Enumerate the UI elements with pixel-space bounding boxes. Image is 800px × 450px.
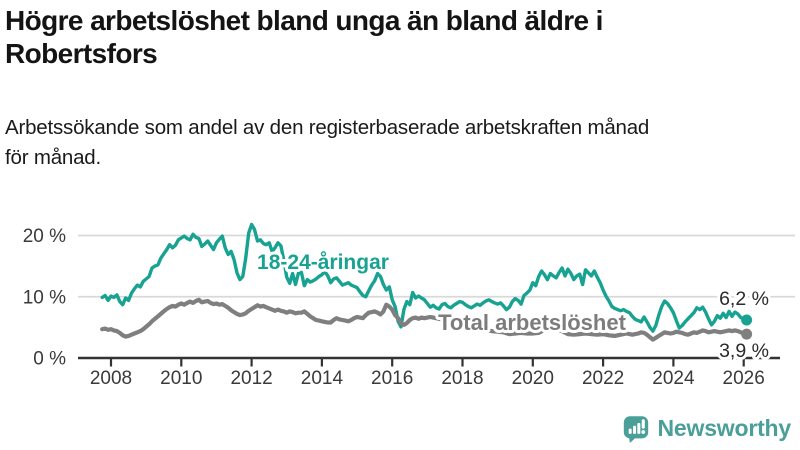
x-tick-label: 2024	[652, 368, 695, 389]
page-subtitle: Arbetssökande som andel av den registerb…	[5, 113, 785, 173]
x-tick-label: 2008	[90, 368, 132, 389]
gridlines	[78, 234, 795, 298]
y-tick-label: 10 %	[23, 287, 66, 308]
x-tick-label: 2012	[230, 368, 272, 389]
y-tick-labels: 0 % 10 % 20 %	[23, 226, 66, 370]
series-line-total	[100, 297, 749, 342]
x-tick-label: 2018	[441, 368, 483, 389]
x-tick-labels: 2008 2010 2012 2014 2016 2018 2020 2022 2024 2026	[90, 368, 765, 389]
newsworthy-logo: Newsworthy	[621, 413, 791, 443]
page-title: Högre arbetslöshet bland unga än bland ä…	[5, 4, 785, 70]
x-tick-label: 2026	[723, 368, 765, 389]
series-label: Total arbetslöshet	[438, 310, 627, 335]
subtitle-line-1: Arbetssökande som andel av den registerb…	[5, 116, 650, 139]
title-line-1: Högre arbetslöshet bland unga än bland ä…	[5, 5, 603, 36]
x-tick-label: 2014	[301, 368, 344, 389]
x-axis	[78, 356, 780, 367]
x-tick-label: 2010	[160, 368, 202, 389]
series-line-youth	[100, 222, 749, 333]
brand-name: Newsworthy	[657, 414, 792, 441]
series-end-dot	[741, 314, 753, 326]
subtitle-line-2: för månad.	[5, 146, 101, 169]
y-tick-label: 0 %	[33, 349, 66, 370]
series-label: 18-24-åringar	[257, 251, 389, 274]
x-tick-label: 2022	[582, 368, 624, 389]
bar-chart-speech-bubble-icon	[623, 416, 648, 443]
x-tick-label: 2016	[371, 368, 413, 389]
series-end-dot	[741, 328, 753, 340]
title-line-2: Robertsfors	[5, 38, 158, 69]
y-tick-label: 20 %	[23, 226, 66, 247]
x-tick-label: 2020	[512, 368, 554, 389]
end-value-label: 3,9 %	[719, 340, 769, 362]
end-value-label: 6,2 %	[719, 288, 769, 310]
